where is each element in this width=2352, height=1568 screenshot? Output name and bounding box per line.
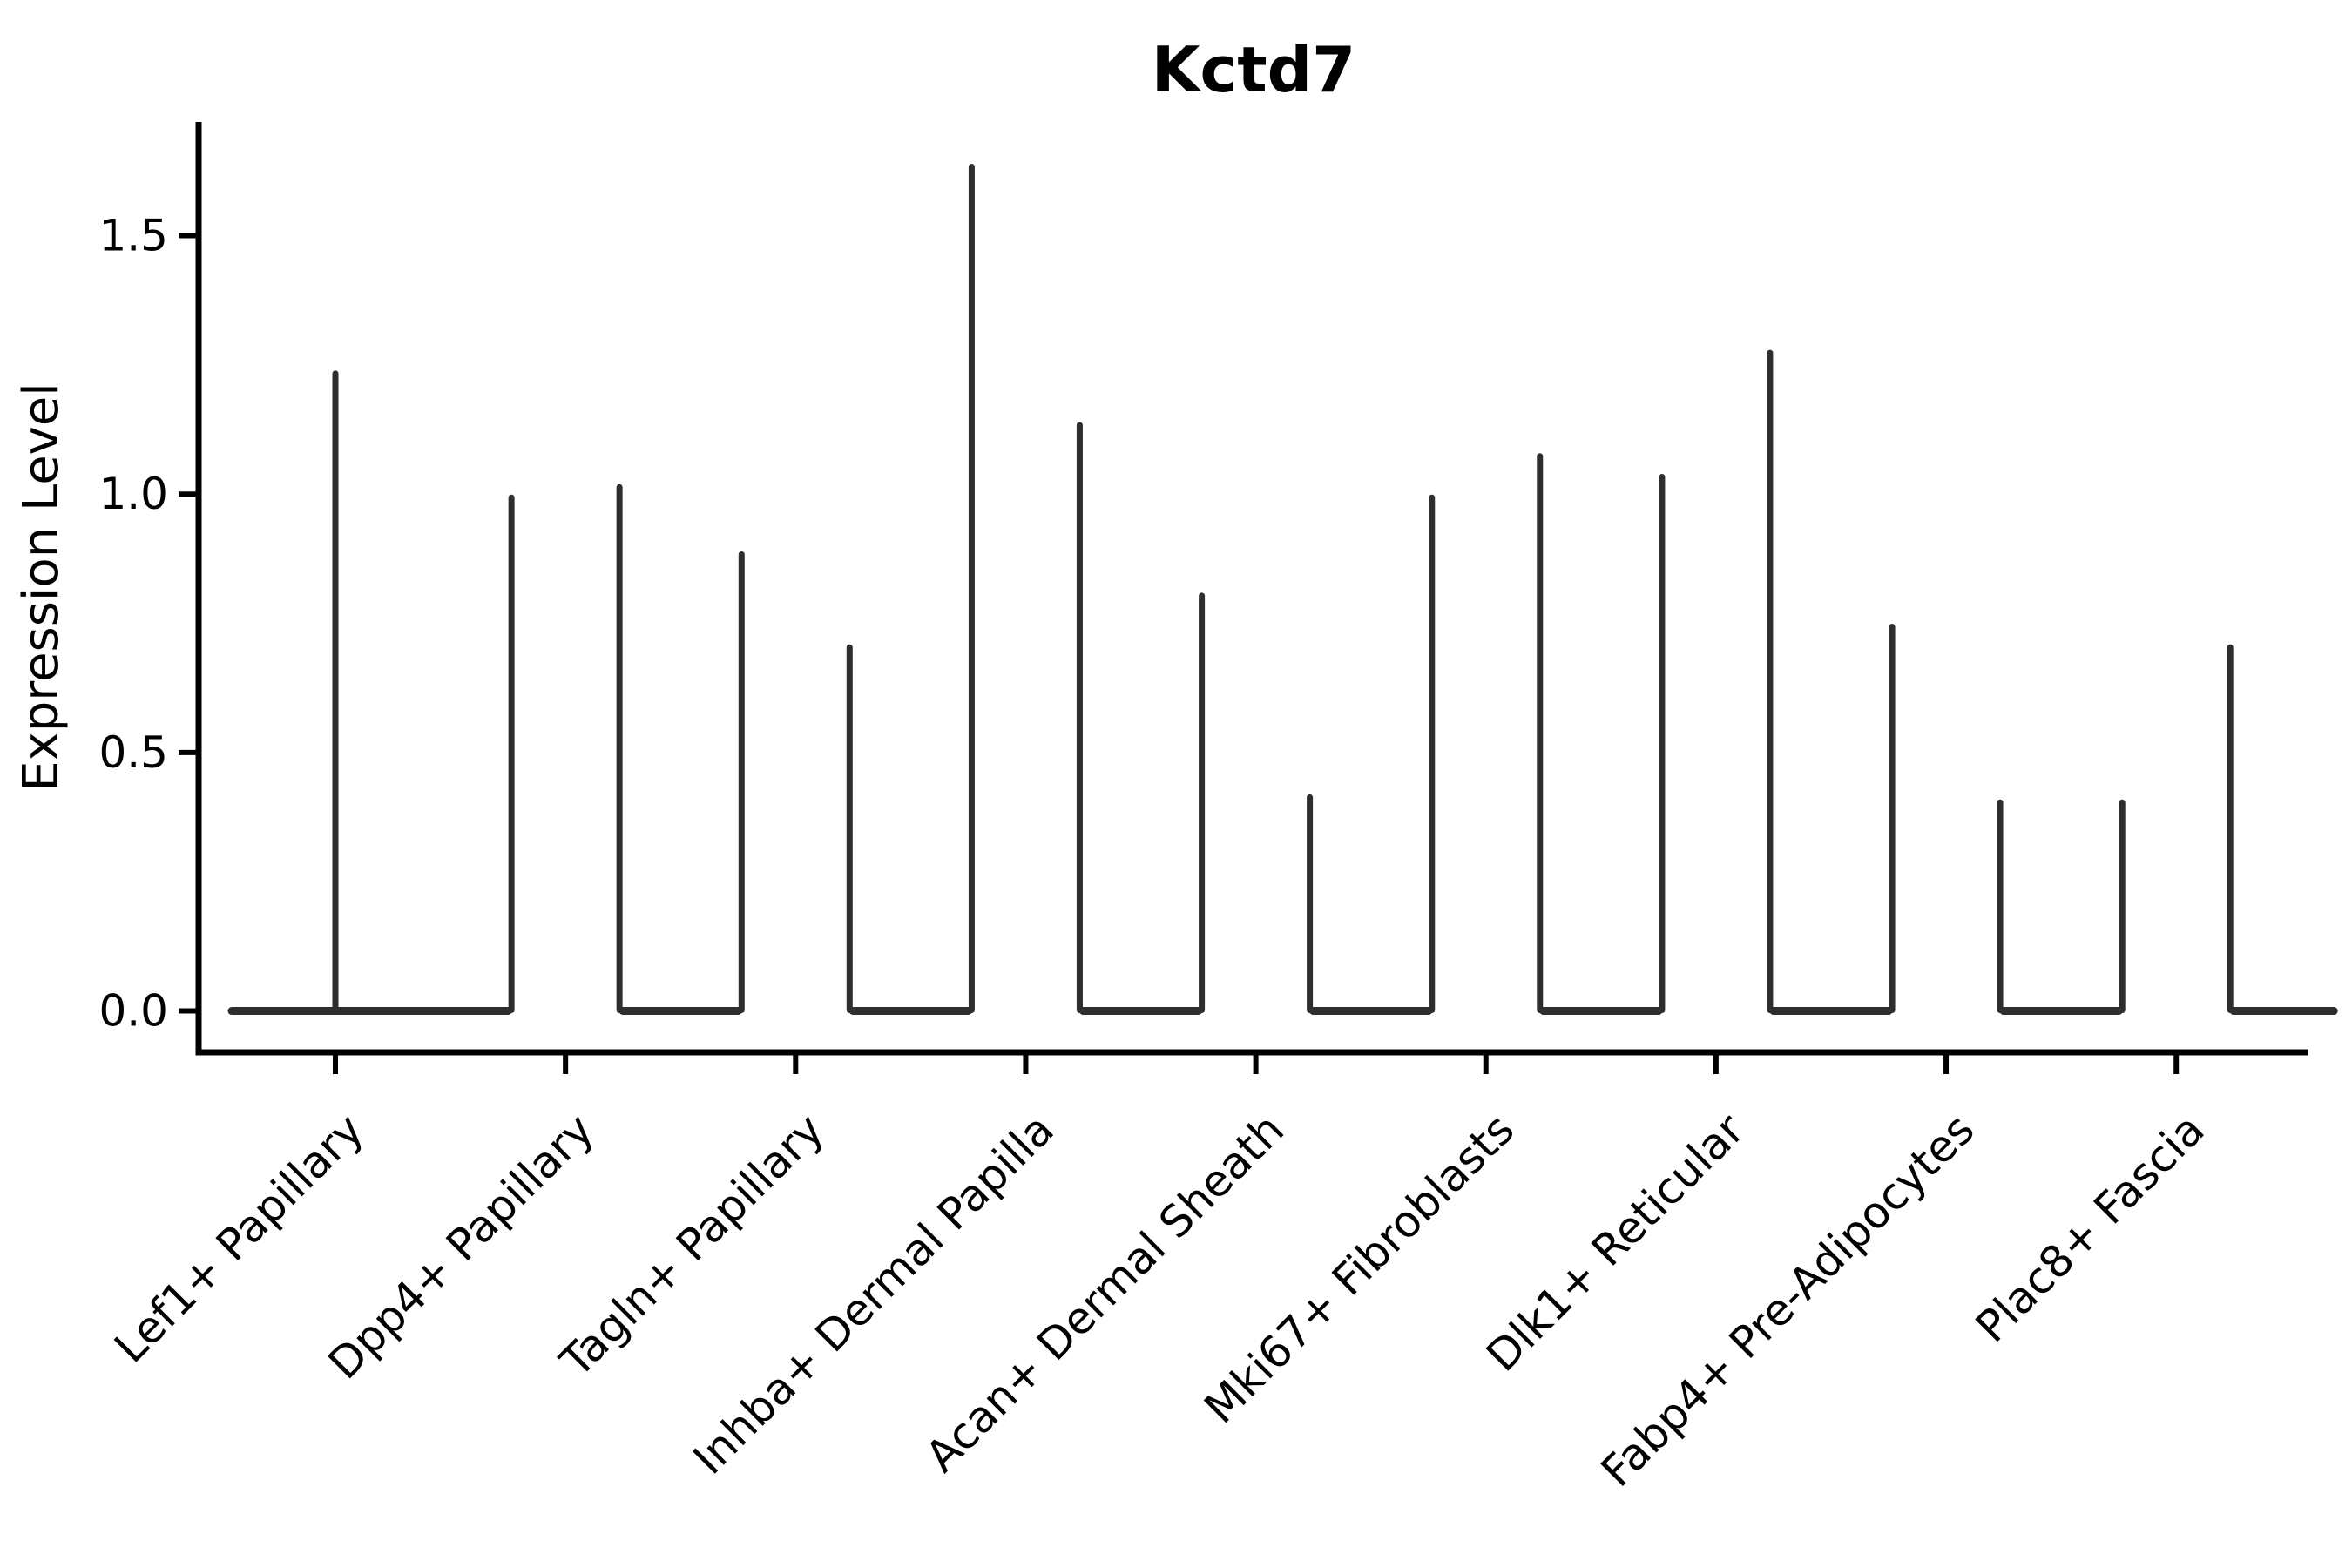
violin-base bbox=[1094, 1007, 1203, 1016]
y-tick-label: 1.5 bbox=[98, 211, 168, 261]
violin-base bbox=[633, 1007, 742, 1016]
violin-base bbox=[2229, 1007, 2338, 1016]
chart-title: Kctd7 bbox=[1152, 33, 1356, 106]
x-tick-label: Lef1+ Papillary bbox=[105, 1104, 373, 1372]
y-tick-label: 0.5 bbox=[98, 727, 168, 778]
y-tick-label: 0.0 bbox=[98, 986, 168, 1037]
y-axis-label: Expression Level bbox=[13, 382, 70, 792]
y-tick-label: 1.0 bbox=[98, 469, 168, 519]
x-tick-label: Plac8+ Fascia bbox=[1966, 1104, 2214, 1352]
violin-base bbox=[1324, 1007, 1433, 1016]
violin-base bbox=[403, 1007, 512, 1016]
violin-base bbox=[2014, 1007, 2123, 1016]
violin-base bbox=[863, 1007, 972, 1016]
x-tick-label: Fabp4+ Pre-Adipocytes bbox=[1592, 1104, 1984, 1497]
violin-base bbox=[1554, 1007, 1663, 1016]
violin-base bbox=[1784, 1007, 1893, 1016]
